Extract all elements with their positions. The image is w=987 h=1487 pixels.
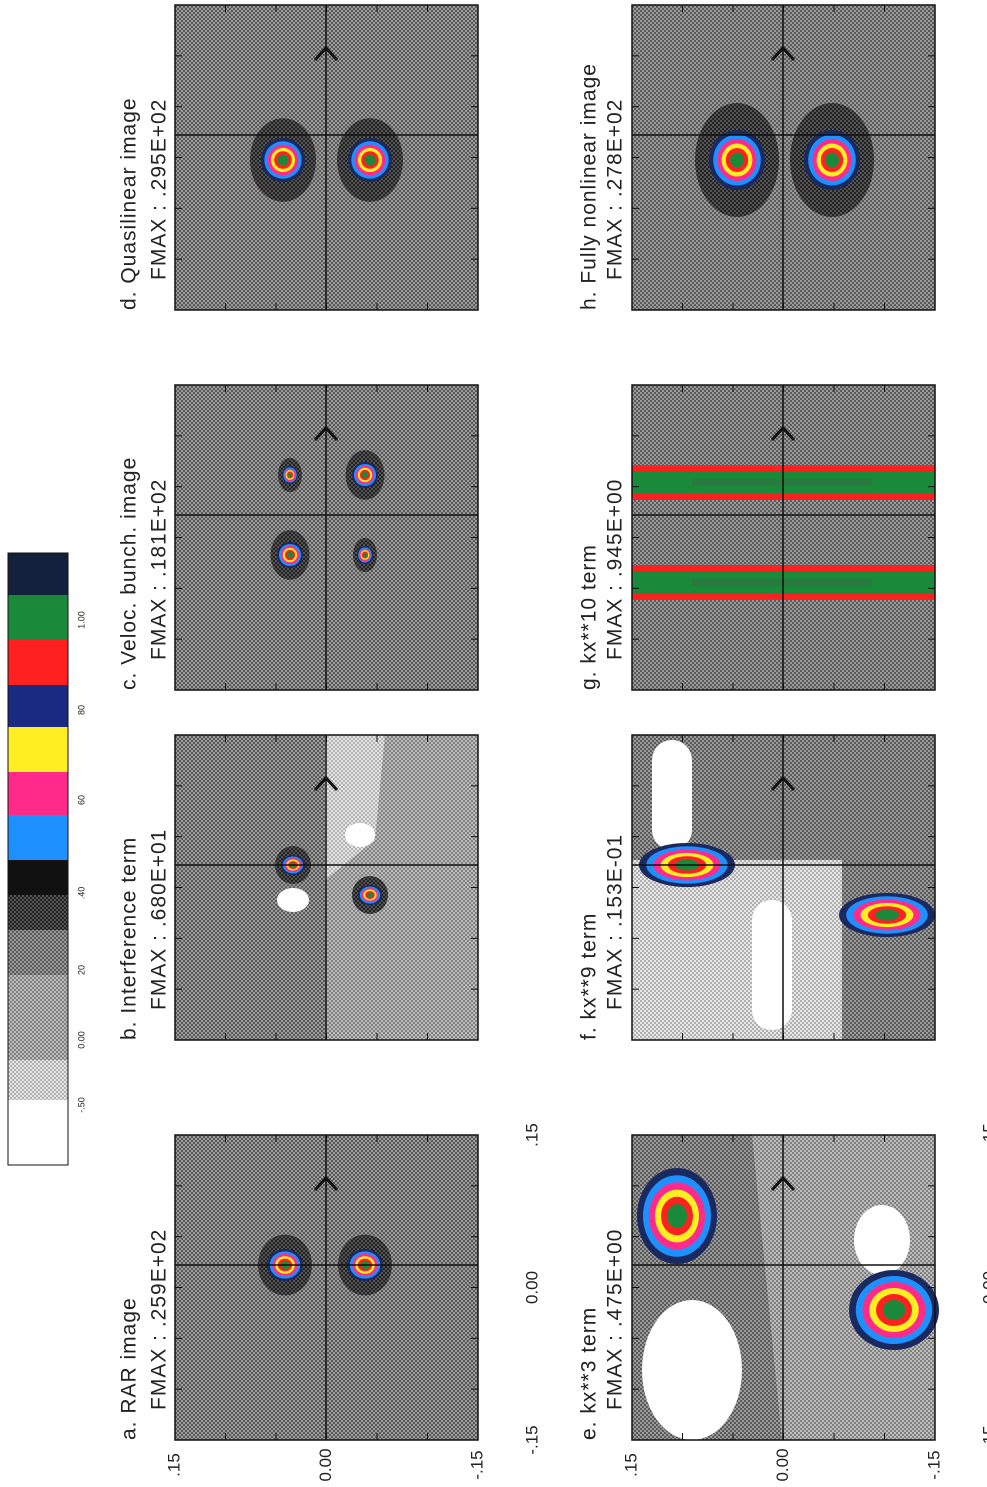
colorbar-segment — [8, 640, 68, 685]
panel-fmax: FMAX : .259E+02 — [148, 1229, 171, 1410]
colorbar-segment — [8, 930, 68, 975]
x-tick-label: -.15 — [979, 1425, 987, 1454]
stripe — [692, 479, 872, 486]
white-spot — [642, 1300, 742, 1440]
panel-label: b. Interference term — [118, 837, 141, 1040]
colorbar-tick-label: 0.00 — [76, 1031, 86, 1049]
blob-ring — [365, 155, 376, 166]
blob-ring — [288, 473, 292, 478]
y-tick-label: .15 — [621, 1453, 640, 1477]
rotated-content: a. RAR image FMAX : .259E+02 b. Interferen… — [8, 5, 987, 1482]
colorbar-segment — [8, 727, 68, 772]
panel-fmax: FMAX : .153E-01 — [604, 834, 627, 1010]
colorbar-tick-label: -.50 — [76, 1097, 86, 1113]
panel — [632, 5, 935, 310]
colorbar-tick-label: .40 — [76, 887, 86, 900]
colorbar: -.50 0.00 20 .40 60 80 1.00 — [8, 553, 86, 1165]
x-tick-label: 0.00 — [979, 1271, 987, 1304]
blob-ring — [367, 893, 373, 898]
colorbar-segment — [8, 772, 68, 815]
blob-ring — [287, 552, 294, 559]
y-tick-label: 0.00 — [316, 1448, 335, 1481]
panel — [632, 385, 935, 690]
panel-label: a. RAR image — [118, 1297, 141, 1440]
panel — [175, 735, 478, 1040]
panel — [175, 385, 478, 690]
colorbar-tick-label: 20 — [76, 965, 86, 975]
figure: a. RAR image FMAX : .259E+02 b. Interferen… — [0, 0, 987, 1487]
panel-fmax: FMAX : .295E+02 — [148, 99, 171, 280]
white-spot — [752, 900, 792, 1030]
stripe — [692, 579, 872, 586]
colorbar-tick-label: 80 — [76, 705, 86, 715]
blob-ring — [825, 153, 839, 168]
colorbar-segment — [8, 595, 68, 640]
panel — [632, 735, 935, 1040]
colorbar-tick-label: 60 — [76, 795, 86, 805]
panel-fmax: FMAX : .475E+00 — [604, 1229, 627, 1410]
x-tick-label: 0.00 — [522, 1271, 541, 1304]
panel-label: d. Quasilinear image — [118, 97, 141, 310]
x-tick-label: -.15 — [522, 1425, 541, 1454]
colorbar-segment — [8, 1060, 68, 1100]
panel-fmax: FMAX : .680E+01 — [148, 829, 171, 1010]
colorbar-segment — [8, 553, 68, 595]
white-spot — [277, 888, 309, 912]
panel-label: h. Fully nonlinear image — [578, 63, 601, 310]
panel-fmax: FMAX : .945E+00 — [604, 479, 627, 660]
panel — [175, 1135, 478, 1440]
colorbar-segment — [8, 895, 68, 930]
y-tick-label: .15 — [164, 1453, 183, 1477]
y-tick-label: 0.00 — [773, 1448, 792, 1481]
panel-fmax: FMAX : .181E+02 — [148, 479, 171, 660]
white-spot — [345, 823, 375, 847]
y-tick-label: -.15 — [924, 1450, 943, 1479]
panel-fmax: FMAX : .278E+02 — [604, 99, 627, 280]
white-spot — [652, 740, 692, 850]
blob-ring — [667, 1204, 687, 1228]
blob-ring — [875, 910, 899, 921]
panel-label: f. kx**9 term — [578, 913, 601, 1040]
x-tick-label: .15 — [522, 1123, 541, 1147]
colorbar-tick-label: 1.00 — [76, 611, 86, 629]
colorbar-segment — [8, 685, 68, 727]
panel-label: e. kx**3 term — [578, 1307, 601, 1440]
blob-ring — [278, 155, 289, 166]
colorbar-segment — [8, 975, 68, 1020]
region — [632, 860, 842, 1040]
y-tick-label: -.15 — [467, 1450, 486, 1479]
blob-ring — [363, 553, 367, 558]
colorbar-segment — [8, 1020, 68, 1060]
panel — [175, 5, 478, 310]
blob-ring — [883, 1300, 906, 1320]
colorbar-segment — [8, 860, 68, 895]
colorbar-segment — [8, 1100, 68, 1165]
blob-ring — [730, 153, 744, 168]
panel — [632, 1135, 939, 1440]
panel-label: g. kx**10 term — [578, 544, 601, 690]
x-tick-label: .15 — [979, 1123, 987, 1147]
colorbar-segment — [8, 815, 68, 860]
blob-ring — [362, 472, 369, 479]
panel-label: c. Veloc. bunch. image — [118, 457, 141, 690]
